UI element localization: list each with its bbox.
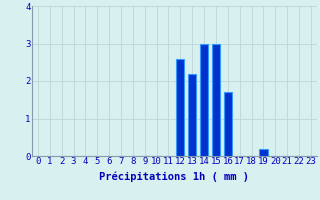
Bar xyxy=(224,92,232,156)
X-axis label: Précipitations 1h ( mm ): Précipitations 1h ( mm ) xyxy=(100,172,249,182)
Bar xyxy=(200,44,208,156)
Bar xyxy=(176,58,185,156)
Bar xyxy=(259,148,268,156)
Bar xyxy=(188,73,196,156)
Bar xyxy=(212,44,220,156)
